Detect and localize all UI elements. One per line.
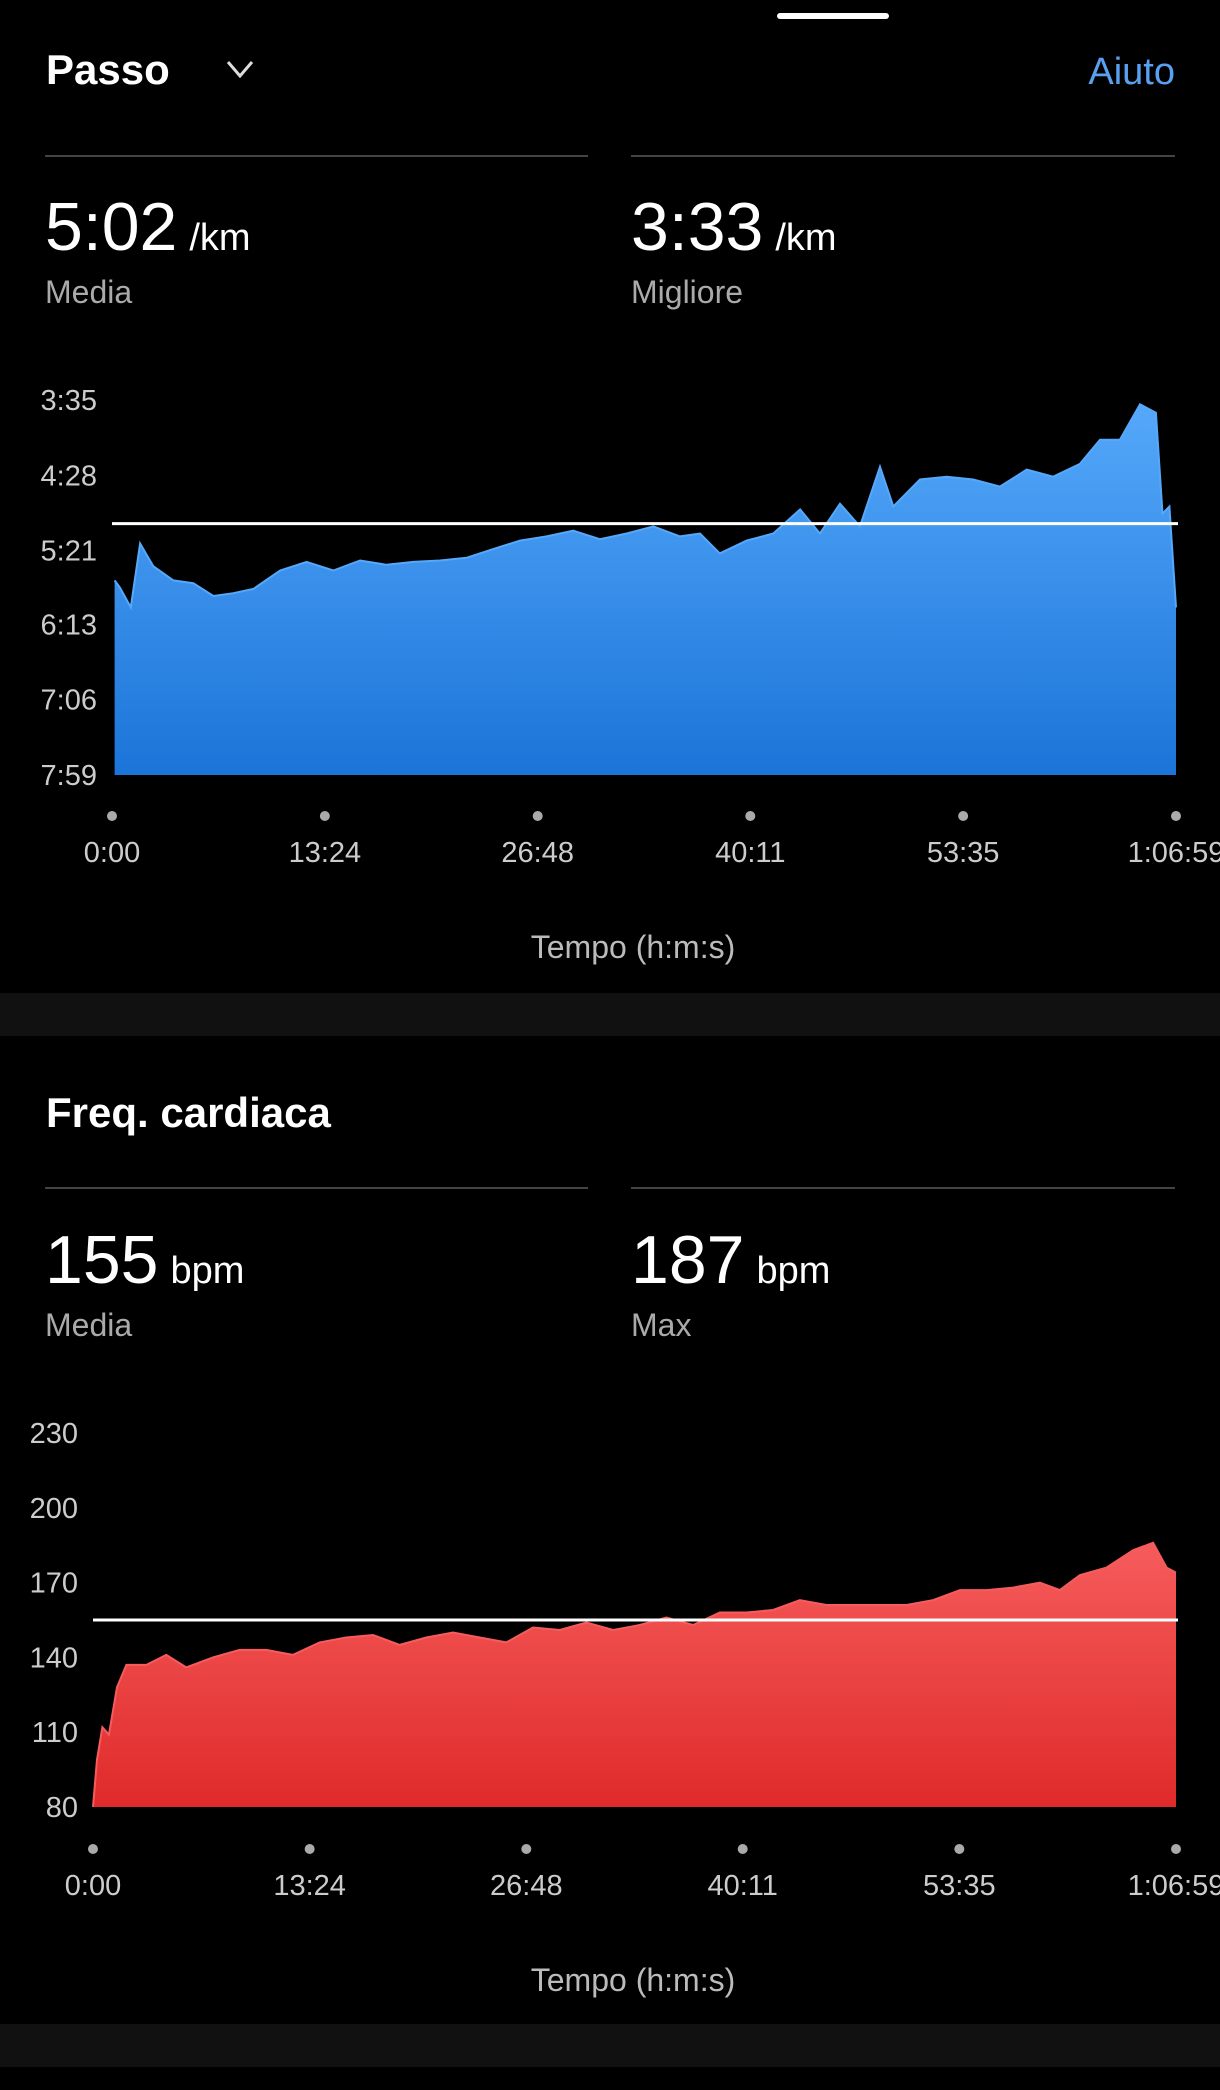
stat-unit: bpm <box>170 1250 244 1292</box>
section-separator <box>0 2024 1220 2067</box>
x-axis-label: Tempo (h:m:s) <box>531 1962 735 1998</box>
area-fill <box>114 404 1177 775</box>
y-tick-label: 170 <box>30 1568 78 1600</box>
y-tick-label: 80 <box>46 1792 78 1824</box>
x-tick-dot <box>304 1844 315 1854</box>
section-title: Passo <box>46 46 170 93</box>
x-tick-dot <box>954 1844 965 1854</box>
y-tick-label: 4:28 <box>41 460 97 492</box>
x-tick-label: 40:11 <box>715 837 785 869</box>
stat-number: 187 <box>631 1222 744 1298</box>
stat-number: 3:33 <box>631 189 763 265</box>
area-fill <box>93 1542 1176 1807</box>
stat-value: 187 bpm <box>631 1222 830 1298</box>
stat-unit: /km <box>189 217 250 259</box>
dropdown-chevron[interactable] <box>226 61 254 79</box>
y-tick-label: 230 <box>30 1418 78 1450</box>
x-axis-label: Tempo (h:m:s) <box>531 929 735 965</box>
section-title: Freq. cardiaca <box>46 1089 331 1136</box>
stat-value: 3:33/km <box>631 189 837 265</box>
x-tick-label: 0:00 <box>65 1870 121 1902</box>
x-tick-dot <box>521 1844 532 1854</box>
x-tick-dot <box>737 1844 748 1854</box>
y-tick-label: 110 <box>32 1717 78 1749</box>
x-tick-label: 13:24 <box>289 837 362 869</box>
help-link[interactable]: Aiuto <box>1088 51 1175 93</box>
x-tick-label: 0:00 <box>84 837 140 869</box>
x-tick-dot <box>532 811 543 821</box>
stat-value: 5:02/km <box>45 189 251 265</box>
x-tick-label: 40:11 <box>707 1870 777 1902</box>
area-line <box>92 1541 1177 1808</box>
x-tick-dot <box>107 811 117 821</box>
x-tick-dot <box>1171 811 1181 821</box>
stat-label: Media <box>45 1307 132 1343</box>
x-tick-dot <box>958 811 969 821</box>
tab-indicator <box>777 13 889 19</box>
x-tick-label: 1:06:59 <box>1128 1870 1220 1902</box>
stat-unit: /km <box>775 217 836 259</box>
x-tick-label: 53:35 <box>927 837 1000 869</box>
x-tick-dot <box>319 811 330 821</box>
stat-label: Max <box>631 1307 691 1343</box>
x-tick-dot <box>1171 1844 1181 1854</box>
stat-label: Migliore <box>631 274 743 310</box>
stat-unit: bpm <box>756 1250 830 1292</box>
stat-value: 155 bpm <box>45 1222 244 1298</box>
stat-label: Media <box>45 274 132 310</box>
x-tick-label: 26:48 <box>501 837 574 869</box>
stat-number: 155 <box>45 1222 158 1298</box>
y-tick-label: 3:35 <box>41 385 97 417</box>
y-tick-label: 200 <box>30 1493 78 1525</box>
x-tick-label: 26:48 <box>490 1870 563 1902</box>
y-tick-label: 7:06 <box>41 685 97 717</box>
y-tick-label: 140 <box>30 1642 78 1674</box>
area-line <box>113 402 1177 611</box>
x-tick-label: 53:35 <box>923 1870 996 1902</box>
y-tick-label: 6:13 <box>41 609 97 641</box>
x-tick-dot <box>88 1844 98 1854</box>
stat-number: 5:02 <box>45 189 177 265</box>
x-tick-label: 1:06:59 <box>1128 837 1220 869</box>
y-tick-label: 5:21 <box>41 536 97 568</box>
y-tick-label: 7:59 <box>41 760 97 792</box>
x-tick-dot <box>745 811 756 821</box>
x-tick-label: 13:24 <box>273 1870 346 1902</box>
section-separator <box>0 993 1220 1036</box>
